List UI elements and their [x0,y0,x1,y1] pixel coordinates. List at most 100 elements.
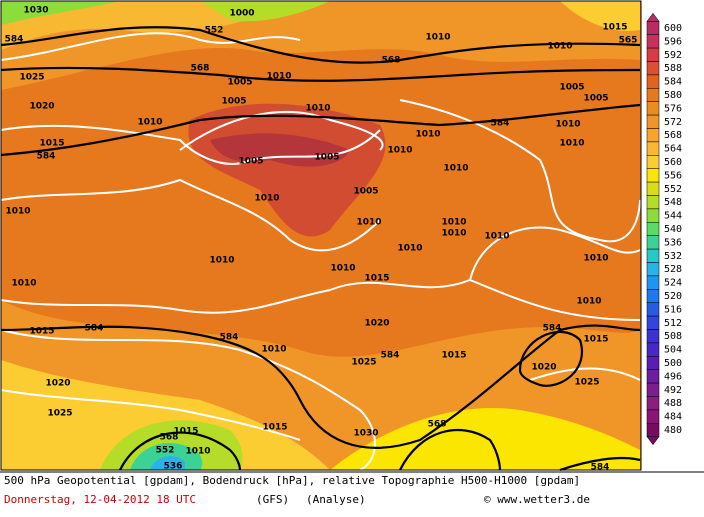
contour-label: 1010 [441,229,466,239]
colorbar-label: 544 [664,211,682,222]
colorbar-label: 520 [664,291,682,302]
contour-label: 1010 [387,146,412,156]
contour-label: 1010 [261,345,286,355]
contour-label: 568 [160,433,179,443]
contour-label: 1010 [11,279,36,289]
colorbar-swatch [646,74,660,89]
contour-label: 584 [5,35,24,45]
contour-label: 1015 [441,351,466,361]
contour-label: 1010 [425,33,450,43]
contour-label: 1015 [602,23,627,33]
colorbar-swatch [646,168,660,183]
contour-label: 1025 [574,378,599,388]
colorbar-swatch [646,181,660,196]
colorbar-label: 536 [664,237,682,248]
contour-label: 568 [428,420,447,430]
colorbar-swatch [646,275,660,290]
colorbar-label: 552 [664,184,682,195]
colorbar-label: 496 [664,371,682,382]
colorbar-swatch [646,222,660,236]
contour-label: 1015 [173,427,198,437]
contour-label: 584 [543,324,562,334]
contour-label: 552 [156,446,175,456]
colorbar-swatch [646,315,660,330]
footer-model: (GFS) [256,493,289,506]
contour-label: 1010 [185,447,210,457]
colorbar-label: 516 [664,304,682,315]
colorbar-swatch [646,128,660,143]
footer-title: 500 hPa Geopotential [gpdam], Bodendruck… [4,474,580,487]
colorbar-label: 588 [664,63,682,74]
colorbar-swatch [646,329,660,344]
contour-label: 552 [205,26,224,36]
colorbar-swatch [646,396,660,411]
contour-label: 584 [85,324,104,334]
colorbar-label: 492 [664,385,682,396]
colorbar-swatch [646,382,660,397]
colorbar-label: 540 [664,224,682,235]
contour-label: 584 [37,152,56,162]
colorbar-swatch [646,356,660,370]
contour-label: 1030 [353,429,378,439]
contour-label: 568 [382,56,401,66]
contour-label: 1005 [238,157,263,167]
contour-label: 1020 [364,319,389,329]
contour-label: 584 [381,351,400,361]
colorbar-label: 592 [664,50,682,61]
colorbar-swatch [646,47,660,62]
colorbar-label: 564 [664,144,682,155]
contour-label: 1010 [441,218,466,228]
contour-label: 1010 [330,264,355,274]
colorbar-swatch [646,21,660,35]
contour-label: 1025 [351,358,376,368]
colorbar-label: 532 [664,251,682,262]
footer-date: Donnerstag, 12-04-2012 18 UTC [4,493,196,506]
contour-label: 1025 [47,409,72,419]
colorbar-cap [646,12,660,22]
colorbar-label: 508 [664,331,682,342]
contour-label: 1010 [576,297,601,307]
contour-label: 1010 [555,120,580,130]
colorbar-swatch [646,248,660,263]
colorbar-swatch [646,61,660,76]
colorbar-label: 596 [664,36,682,47]
contour-label: 1005 [314,153,339,163]
colorbar-swatch [646,289,660,303]
colorbar-label: 576 [664,103,682,114]
colorbar-label: 568 [664,130,682,141]
colorbar-swatch [646,141,660,156]
contour-label: 1005 [559,83,584,93]
colorbar-swatch [646,155,660,169]
colorbar-swatch [646,208,660,223]
colorbar-swatch [646,101,660,116]
contour-label: 1015 [583,335,608,345]
colorbar-label: 556 [664,170,682,181]
contour-label: 1015 [262,423,287,433]
colorbar-swatch [646,409,660,424]
colorbar-label: 584 [664,77,682,88]
contour-label: 1010 [583,254,608,264]
contour-label: 1010 [484,232,509,242]
contour-label: 1010 [266,72,291,82]
colorbar-swatch [646,423,660,437]
contour-label: 565 [619,36,638,46]
colorbar-label: 480 [664,425,682,436]
colorbar-label: 524 [664,278,682,289]
colorbar-label: 572 [664,117,682,128]
contour-label: 1025 [19,73,44,83]
contour-label: 1010 [209,256,234,266]
colorbar-label: 548 [664,197,682,208]
contour-label: 584 [591,463,610,473]
contour-label: 1015 [29,327,54,337]
colorbar-label: 484 [664,412,682,423]
colorbar-swatch [646,114,660,129]
colorbar-label: 504 [664,345,682,356]
contour-label: 1010 [305,104,330,114]
colorbar-label: 600 [664,23,682,34]
contour-label: 1010 [443,164,468,174]
colorbar-label: 488 [664,398,682,409]
contour-label: 1010 [397,244,422,254]
colorbar-label: 560 [664,157,682,168]
colorbar: 600 596 592 588 584 580 576 572 568 564 560 556 552 5… [646,12,682,446]
contour-label: 584 [491,119,510,129]
